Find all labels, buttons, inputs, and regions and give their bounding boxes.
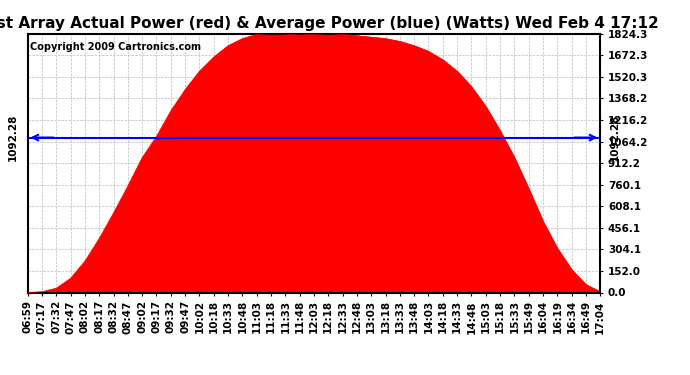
Text: 1092.28: 1092.28 [8, 114, 18, 161]
Text: Copyright 2009 Cartronics.com: Copyright 2009 Cartronics.com [30, 42, 201, 51]
Text: 1092.28: 1092.28 [610, 114, 620, 161]
Title: West Array Actual Power (red) & Average Power (blue) (Watts) Wed Feb 4 17:12: West Array Actual Power (red) & Average … [0, 16, 658, 31]
